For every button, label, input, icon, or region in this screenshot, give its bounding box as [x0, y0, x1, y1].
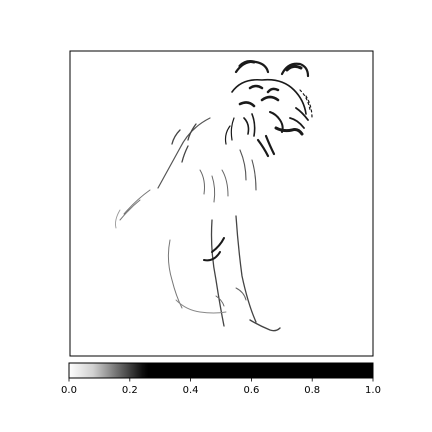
- nose-mouth: [274, 126, 304, 136]
- hind-paw: [175, 299, 227, 314]
- eye-marks: [238, 95, 280, 108]
- colorbar-tick-label: 0.6: [243, 385, 259, 396]
- tail-hint: [115, 209, 121, 229]
- cheek-stripes-right: [289, 107, 309, 129]
- colorbar-frame: [68, 362, 374, 379]
- rear-outline: [119, 189, 151, 221]
- forehead-stripes: [248, 84, 280, 94]
- leg-stripes: [203, 237, 225, 262]
- colorbar-tick-label: 0.8: [304, 385, 320, 396]
- right-ear-outline: [280, 62, 310, 78]
- saliency-heatmap: [69, 50, 374, 357]
- colorbar-tick-label: 0.2: [122, 385, 138, 396]
- tiger-saliency-strokes: [115, 60, 313, 332]
- hind-leg: [167, 239, 183, 309]
- colorbar-tick-label: 1.0: [365, 385, 381, 396]
- colorbar-ticks: 0.0 0.2 0.4 0.6 0.8 1.0: [61, 378, 381, 396]
- front-leg-left: [210, 219, 225, 327]
- left-ear-inner: [238, 60, 256, 68]
- chest-stripes: [239, 149, 257, 191]
- heatmap-background: [70, 51, 373, 356]
- head-top: [231, 78, 307, 115]
- chin-stripes: [256, 134, 276, 158]
- back-outline: [157, 117, 211, 189]
- cheek-stripes-left: [243, 113, 256, 137]
- neck-left: [224, 117, 235, 145]
- heatmap-frame: [69, 50, 374, 357]
- colorbar-fill: [69, 363, 373, 378]
- whisker-marks: [299, 89, 313, 119]
- right-ear-inner: [285, 64, 303, 72]
- colorbar-tick-label: 0.0: [61, 385, 77, 396]
- back-stripes: [171, 123, 197, 163]
- colorbar: 0.0 0.2 0.4 0.6 0.8 1.0: [61, 362, 381, 396]
- front-leg-right: [235, 215, 257, 323]
- front-paw: [249, 319, 281, 332]
- colorbar-tick-label: 0.4: [183, 385, 199, 396]
- body-stripes: [199, 169, 229, 203]
- lower-leg-marks: [215, 287, 247, 307]
- muzzle-line: [269, 111, 284, 133]
